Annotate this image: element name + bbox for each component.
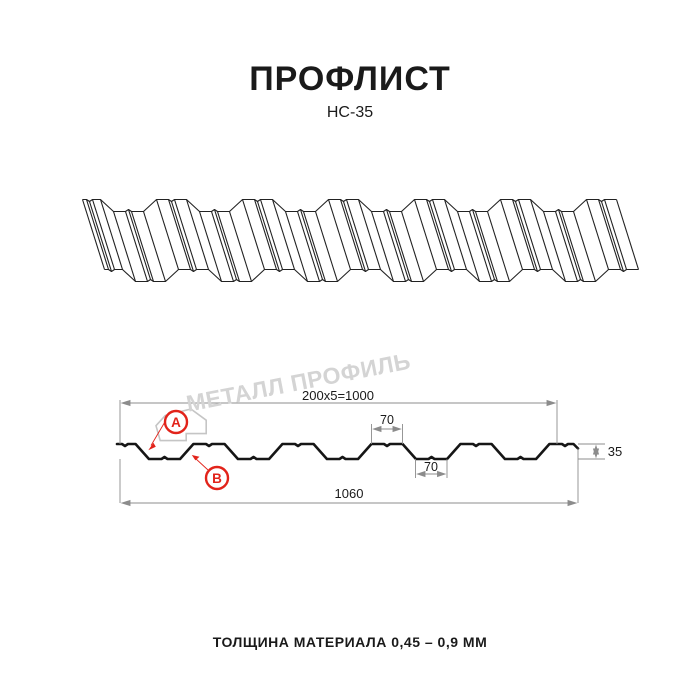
svg-text:МЕТАЛЛ ПРОФИЛЬ: МЕТАЛЛ ПРОФИЛЬ (184, 348, 413, 417)
svg-text:70: 70 (380, 413, 394, 427)
svg-text:70: 70 (424, 460, 438, 474)
svg-text:A: A (171, 415, 181, 430)
svg-text:B: B (212, 471, 222, 486)
svg-text:35: 35 (608, 444, 622, 459)
svg-text:1060: 1060 (335, 486, 364, 501)
